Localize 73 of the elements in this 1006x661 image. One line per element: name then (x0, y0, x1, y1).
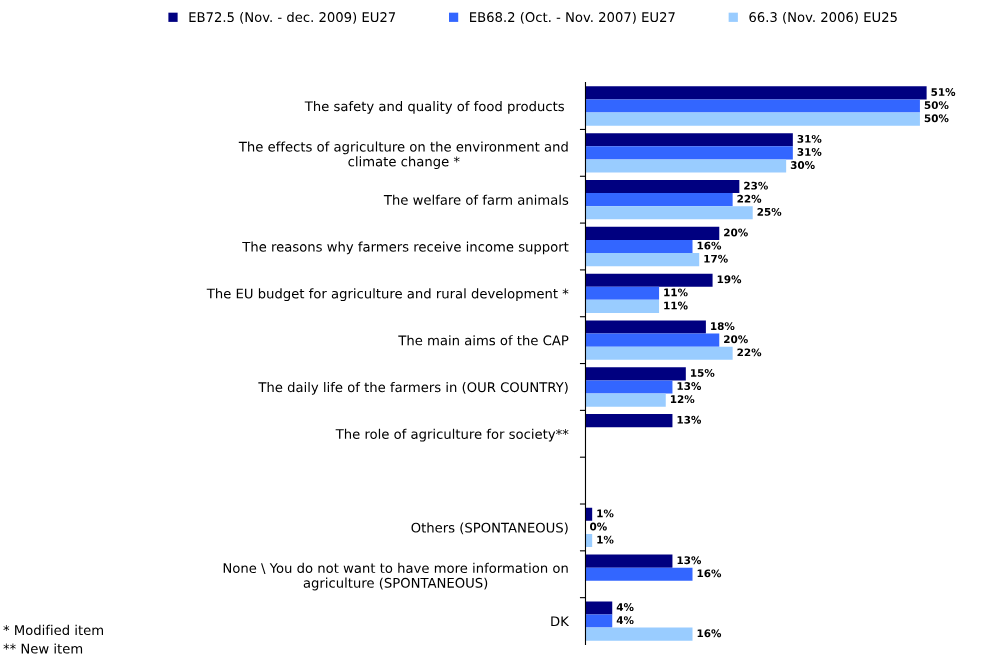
data-label: 19% (717, 275, 742, 284)
bar (585, 99, 920, 113)
bar (585, 614, 613, 628)
data-label: 13% (677, 556, 702, 565)
data-label: 20% (724, 228, 748, 237)
y-tick-label: The welfare of farm animals (383, 194, 569, 205)
y-tick-label: The role of agriculture for society** (335, 428, 569, 442)
data-label: 50% (924, 101, 949, 110)
y-tick-label: The daily life of the farmers in (OUR COUNTRY) (258, 381, 568, 395)
data-label: 23% (744, 181, 768, 190)
bar (585, 146, 793, 160)
bar (585, 601, 613, 615)
data-label: 18% (711, 322, 735, 331)
bar (585, 299, 660, 313)
text: * Modified item (3, 624, 103, 636)
bar (585, 286, 660, 300)
data-label: 25% (757, 207, 782, 216)
bar (585, 346, 733, 360)
data-label: 1% (597, 509, 614, 518)
data-label: 16% (697, 629, 722, 638)
bar (585, 627, 693, 641)
data-label: 20% (724, 335, 748, 344)
legend-label: EB72.5 (Nov. - dec. 2009) EU27 (189, 11, 396, 24)
bar (585, 273, 713, 287)
y-tick-label: The safety and quality of food products (304, 101, 564, 114)
data-label: 4% (616, 603, 634, 611)
y-tick-label: The reasons why farmers receive income support (242, 241, 569, 255)
bar (585, 226, 720, 240)
data-label: 22% (737, 194, 762, 203)
bar (585, 393, 666, 407)
data-label: 11% (664, 288, 688, 297)
bar (585, 414, 673, 428)
text: ** New item (3, 643, 83, 654)
y-tick-label: None \ You do not want to have more information on agriculture (SPONTANEOUS) (223, 562, 568, 591)
data-label: 13% (677, 415, 702, 424)
legend-label: EB68.2 (Oct. - Nov. 2007) EU27 (470, 11, 675, 24)
legend-label: 66.3 (Nov. 2006) EU25 (749, 11, 897, 24)
y-tick-label: The EU budget for agriculture and rural development * (206, 288, 569, 302)
bar (585, 206, 753, 220)
data-label: 4% (616, 616, 634, 625)
bar (585, 320, 706, 334)
bar (585, 112, 920, 126)
data-label: 31% (797, 134, 822, 143)
data-label: 1% (597, 535, 614, 544)
data-label: 17% (704, 254, 728, 263)
bar (585, 239, 693, 254)
bar (585, 554, 673, 568)
y-tick-label: DK (551, 616, 570, 627)
data-label: 16% (697, 569, 722, 578)
data-label: 16% (697, 241, 722, 250)
data-label: 51% (931, 88, 956, 96)
data-label: 13% (677, 382, 702, 390)
bar (585, 133, 793, 147)
data-label: 22% (737, 348, 762, 357)
data-label: 15% (691, 368, 715, 377)
data-label: 31% (797, 148, 822, 156)
bar (585, 253, 700, 267)
bar (585, 159, 787, 173)
bar (585, 180, 740, 194)
y-tick-label: Others (SPONTANEOUS) (411, 522, 568, 535)
data-label: 0% (590, 522, 607, 531)
data-label: 11% (664, 301, 688, 310)
bar (585, 333, 720, 347)
bar (585, 193, 733, 207)
bar (585, 86, 927, 100)
y-tick-label: The main aims of the CAP (398, 335, 569, 346)
data-label: 30% (790, 161, 815, 169)
bar (585, 367, 686, 381)
y-tick-label: The effects of agriculture on the environment and climate change * (238, 141, 568, 169)
data-label: 12% (670, 395, 695, 404)
data-label: 50% (924, 114, 949, 123)
bar (585, 567, 693, 581)
bar (585, 380, 673, 394)
